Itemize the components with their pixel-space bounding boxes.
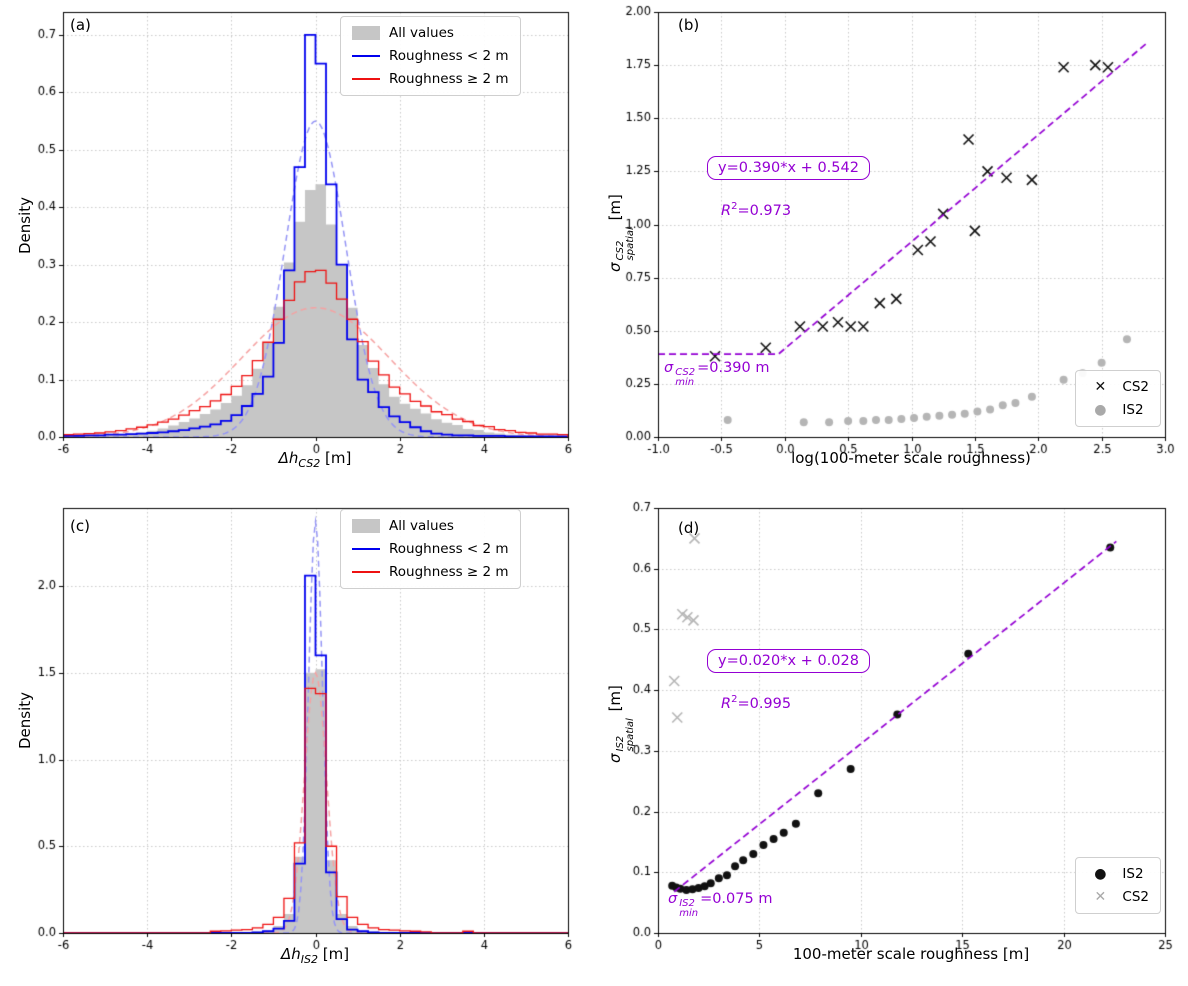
legend-item: Roughness < 2 m <box>352 541 509 557</box>
r-squared-exponent: 2 <box>731 694 738 705</box>
x-marker-icon: ✕ <box>1094 889 1107 905</box>
blue-line-swatch-icon <box>352 548 380 550</box>
panel-c: (c) Density ΔhIS2 [m] All values Roughne… <box>0 493 594 986</box>
legend-item: ● IS2 <box>1087 402 1149 418</box>
legend-item: ✕ CS2 <box>1087 379 1149 395</box>
legend-label: Roughness ≥ 2 m <box>389 71 509 87</box>
panel-d: (d) σ IS2 spatial [m] 100-meter scale roug… <box>594 493 1188 986</box>
r-squared-value: =0.973 <box>737 202 792 219</box>
red-line-swatch-icon <box>352 571 380 573</box>
r-squared-exponent: 2 <box>731 201 738 212</box>
panel-d-x-axis-label: 100-meter scale roughness [m] <box>792 945 1030 963</box>
panel-c-tag: (c) <box>70 517 90 535</box>
panel-b-sigma-min: σ CS2 min =0.390 m <box>664 360 770 388</box>
panel-a-y-axis-label: Density <box>16 196 34 254</box>
panel-d-fit-equation: y=0.020*x + 0.028 <box>707 649 870 673</box>
legend-label: All values <box>389 518 454 534</box>
sigma-min-superscript: CS2 <box>675 367 696 378</box>
panel-b-tag: (b) <box>678 16 700 34</box>
x-marker-icon: ✕ <box>1094 379 1107 395</box>
panel-a: (a) Density ΔhCS2 [m] All values Roughne… <box>0 0 594 493</box>
panel-d-legend: ● IS2 ✕ CS2 <box>1075 857 1161 914</box>
gray-patch-swatch-icon <box>352 26 380 40</box>
blue-line-swatch-icon <box>352 55 380 57</box>
sigma-subscript: spatial <box>625 718 636 752</box>
panel-b-x-axis-label: log(100-meter scale roughness) <box>791 449 1031 467</box>
gray-patch-swatch-icon <box>352 519 380 533</box>
r-symbol: R <box>721 695 732 712</box>
y-axis-unit: [m] <box>606 685 624 717</box>
legend-label: IS2 <box>1122 866 1144 882</box>
panel-c-x-axis-label: ΔhIS2 [m] <box>281 945 349 966</box>
sigma-symbol: σ <box>668 891 678 907</box>
panel-b-r-squared: R2=0.973 <box>721 201 791 219</box>
delta-h-subscript: IS2 <box>300 953 318 966</box>
legend-label: Roughness < 2 m <box>389 48 509 64</box>
sigma-min-subscript: min <box>679 908 699 919</box>
dot-marker-icon: ● <box>1094 402 1107 418</box>
delta-h-symbol: Δh <box>280 945 301 963</box>
legend-label: Roughness < 2 m <box>389 541 509 557</box>
legend-label: Roughness ≥ 2 m <box>389 564 509 580</box>
panel-b-legend: ✕ CS2 ● IS2 <box>1075 370 1161 427</box>
sigma-symbol: σ <box>606 753 624 763</box>
x-axis-unit: [m] <box>317 945 350 963</box>
sigma-min-supsub: CS2 min <box>675 368 695 388</box>
panel-a-tag: (a) <box>70 16 91 34</box>
panel-a-x-axis-label: ΔhCS2 [m] <box>279 449 352 470</box>
legend-label: IS2 <box>1122 402 1144 418</box>
delta-h-symbol: Δh <box>278 449 299 467</box>
sigma-symbol: σ <box>664 360 674 376</box>
panel-d-y-axis-label: σ IS2 spatial [m] <box>606 685 636 763</box>
legend-label: CS2 <box>1122 379 1149 395</box>
legend-item: Roughness ≥ 2 m <box>352 71 509 87</box>
y-axis-unit: [m] <box>606 194 624 226</box>
panel-a-legend: All values Roughness < 2 m Roughness ≥ 2… <box>340 16 521 96</box>
sigma-supsub: CS2 spatial <box>615 227 636 261</box>
panel-d-r-squared: R2=0.995 <box>721 694 791 712</box>
sigma-subscript: spatial <box>625 227 636 261</box>
dot-marker-icon: ● <box>1094 866 1107 882</box>
legend-item: All values <box>352 25 509 41</box>
red-line-swatch-icon <box>352 78 380 80</box>
panel-d-sigma-min: σ IS2 min =0.075 m <box>668 891 773 919</box>
sigma-min-supsub: IS2 min <box>679 899 698 919</box>
legend-item: ✕ CS2 <box>1087 889 1149 905</box>
panel-b-fit-equation: y=0.390*x + 0.542 <box>707 156 870 180</box>
sigma-min-value: =0.075 m <box>700 891 773 907</box>
legend-item: ● IS2 <box>1087 866 1149 882</box>
sigma-min-superscript: IS2 <box>679 898 695 909</box>
sigma-min-value: =0.390 m <box>697 360 770 376</box>
panel-b: (b) σ CS2 spatial [m] log(100-meter scale … <box>594 0 1188 493</box>
legend-label: All values <box>389 25 454 41</box>
sigma-symbol: σ <box>606 262 624 272</box>
panel-b-y-axis-label: σ CS2 spatial [m] <box>606 194 636 272</box>
legend-item: Roughness ≥ 2 m <box>352 564 509 580</box>
r-symbol: R <box>721 202 732 219</box>
x-axis-unit: [m] <box>320 449 352 467</box>
delta-h-subscript: CS2 <box>298 457 321 470</box>
panel-c-y-axis-label: Density <box>16 691 34 749</box>
legend-item: Roughness < 2 m <box>352 48 509 64</box>
sigma-min-subscript: min <box>675 377 695 388</box>
r-squared-value: =0.995 <box>737 695 792 712</box>
panel-d-tag: (d) <box>678 519 700 537</box>
legend-item: All values <box>352 518 509 534</box>
sigma-supsub: IS2 spatial <box>615 718 636 752</box>
panel-c-legend: All values Roughness < 2 m Roughness ≥ 2… <box>340 509 521 589</box>
legend-label: CS2 <box>1122 889 1149 905</box>
